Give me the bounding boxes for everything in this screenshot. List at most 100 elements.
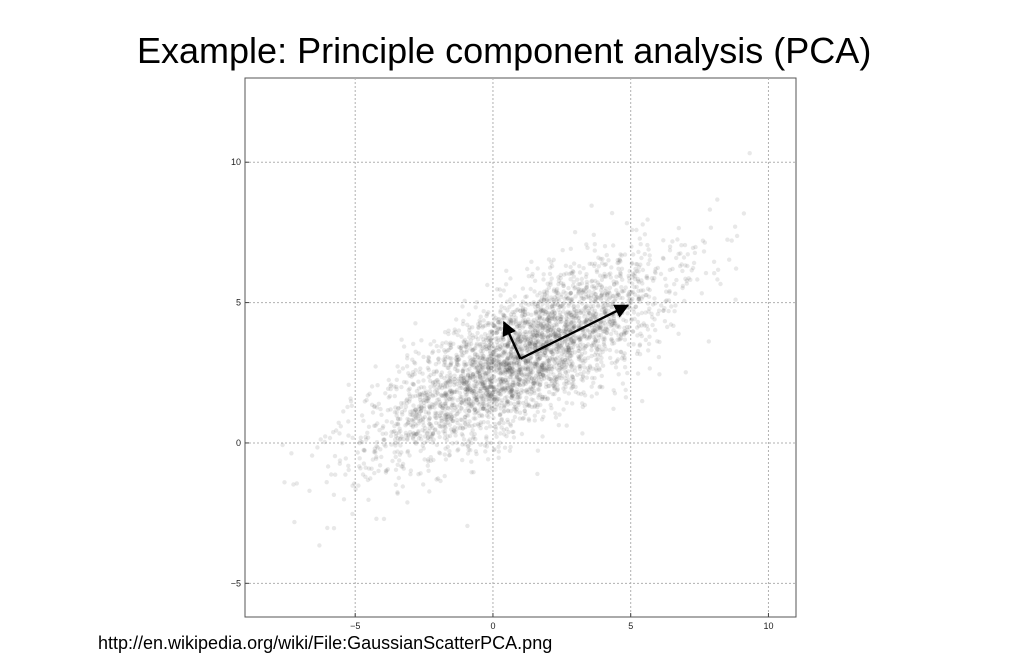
scatter-point bbox=[532, 334, 538, 339]
scatter-point bbox=[625, 293, 631, 298]
scatter-point bbox=[584, 327, 590, 332]
scatter-point bbox=[410, 381, 415, 386]
scatter-point bbox=[488, 377, 493, 382]
scatter-point bbox=[451, 331, 456, 336]
scatter-point bbox=[672, 309, 677, 314]
scatter-point bbox=[458, 376, 464, 381]
scatter-point bbox=[521, 315, 526, 320]
y-tick-label: 10 bbox=[231, 157, 241, 167]
scatter-point bbox=[520, 308, 526, 313]
scatter-point bbox=[657, 372, 662, 377]
scatter-point bbox=[595, 347, 600, 352]
scatter-point bbox=[502, 371, 508, 376]
scatter-point bbox=[546, 339, 552, 344]
scatter-point bbox=[407, 392, 412, 397]
scatter-point bbox=[515, 357, 520, 362]
scatter-point bbox=[528, 386, 534, 392]
scatter-point bbox=[412, 433, 417, 438]
scatter-point bbox=[625, 370, 630, 376]
scatter-point bbox=[322, 439, 327, 445]
scatter-point bbox=[405, 356, 410, 361]
scatter-point bbox=[631, 252, 636, 257]
scatter-point bbox=[629, 244, 634, 249]
scatter-point bbox=[366, 424, 372, 429]
scatter-point bbox=[397, 458, 402, 463]
scatter-point bbox=[436, 450, 442, 455]
scatter-point bbox=[619, 332, 624, 338]
scatter-point bbox=[357, 456, 362, 461]
scatter-point bbox=[495, 388, 500, 393]
scatter-point bbox=[518, 390, 524, 395]
scatter-point bbox=[594, 326, 599, 332]
scatter-point bbox=[496, 325, 501, 330]
scatter-point bbox=[372, 446, 377, 451]
scatter-point bbox=[459, 431, 465, 437]
scatter-point bbox=[562, 381, 567, 386]
source-link[interactable]: http://en.wikipedia.org/wiki/File:Gaussi… bbox=[98, 633, 553, 653]
scatter-point bbox=[456, 357, 462, 362]
scatter-point bbox=[551, 288, 557, 294]
scatter-point bbox=[443, 380, 448, 385]
scatter-point bbox=[633, 304, 638, 309]
scatter-point bbox=[526, 416, 531, 422]
scatter-point bbox=[573, 389, 578, 395]
scatter-point bbox=[498, 337, 503, 343]
scatter-point bbox=[507, 361, 512, 366]
scatter-point bbox=[437, 399, 442, 405]
scatter-point bbox=[540, 372, 546, 378]
scatter-point bbox=[485, 377, 490, 383]
scatter-point bbox=[568, 264, 573, 270]
scatter-point bbox=[564, 319, 569, 324]
scatter-point bbox=[539, 417, 545, 422]
scatter-point bbox=[532, 363, 538, 368]
scatter-point bbox=[602, 337, 607, 342]
scatter-point bbox=[443, 446, 448, 451]
scatter-point bbox=[443, 356, 448, 362]
scatter-point bbox=[565, 357, 570, 362]
scatter-point bbox=[463, 380, 468, 385]
scatter-point bbox=[580, 431, 585, 436]
scatter-point bbox=[533, 304, 538, 310]
scatter-point bbox=[509, 395, 514, 401]
scatter-point bbox=[589, 343, 595, 348]
scatter-point bbox=[425, 431, 430, 437]
scatter-point bbox=[585, 245, 590, 250]
scatter-point bbox=[372, 470, 377, 476]
scatter-point bbox=[343, 456, 348, 461]
scatter-point bbox=[518, 344, 524, 350]
scatter-point bbox=[494, 434, 499, 439]
scatter-point bbox=[459, 381, 464, 386]
scatter-point bbox=[602, 311, 608, 316]
scatter-point bbox=[511, 356, 516, 361]
scatter-point bbox=[633, 261, 639, 267]
scatter-point bbox=[548, 305, 553, 310]
scatter-point bbox=[600, 329, 606, 334]
scatter-point bbox=[466, 386, 472, 391]
scatter-point bbox=[410, 370, 416, 375]
scatter-point bbox=[544, 355, 550, 360]
scatter-point bbox=[454, 389, 459, 394]
scatter-point bbox=[521, 323, 527, 328]
scatter-point bbox=[418, 366, 423, 371]
scatter-point bbox=[416, 430, 421, 435]
scatter-point bbox=[467, 355, 472, 360]
scatter-point bbox=[465, 386, 470, 392]
scatter-point bbox=[436, 397, 442, 402]
scatter-point bbox=[605, 303, 610, 308]
scatter-point bbox=[538, 321, 544, 327]
scatter-point bbox=[489, 338, 494, 343]
scatter-point bbox=[428, 391, 433, 397]
scatter-point bbox=[663, 276, 668, 282]
scatter-point bbox=[493, 394, 498, 399]
scatter-point bbox=[661, 308, 666, 313]
scatter-point bbox=[485, 440, 490, 445]
scatter-point bbox=[434, 415, 439, 421]
scatter-point bbox=[552, 314, 557, 320]
scatter-point bbox=[537, 333, 542, 338]
scatter-point bbox=[407, 430, 413, 435]
scatter-point bbox=[563, 329, 568, 334]
scatter-point bbox=[557, 310, 563, 315]
scatter-point bbox=[446, 365, 451, 371]
scatter-point bbox=[589, 261, 594, 266]
scatter-point bbox=[456, 378, 461, 384]
